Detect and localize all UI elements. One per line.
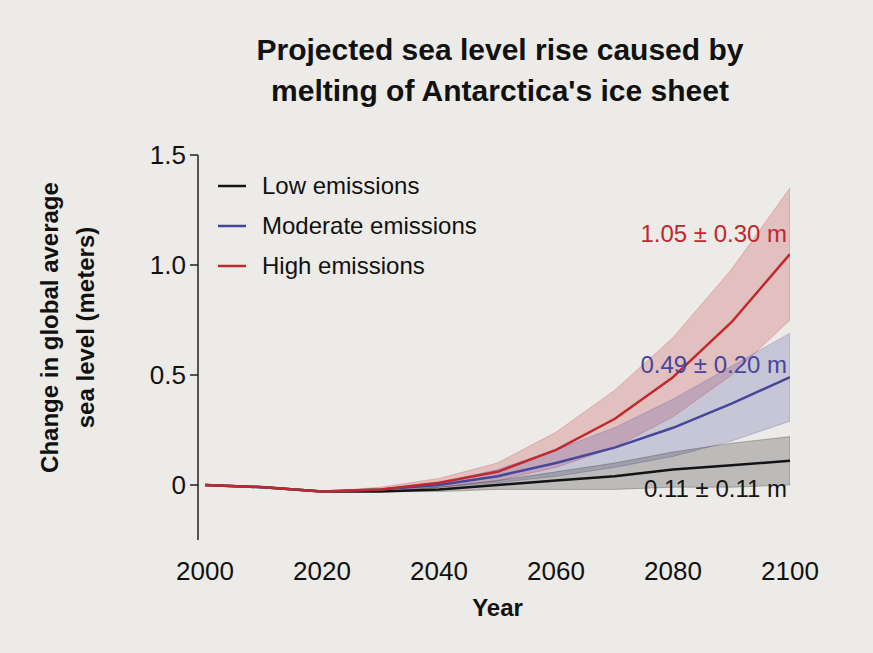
- y-tick-label: 0: [172, 470, 186, 500]
- legend-swatch: [218, 225, 246, 228]
- legend-label: High emissions: [262, 252, 425, 279]
- legend-swatch: [218, 185, 246, 188]
- plot-area: [205, 188, 790, 492]
- x-tick-label: 2040: [410, 556, 468, 586]
- x-axis-label: Year: [472, 594, 523, 621]
- legend-label: Low emissions: [262, 172, 419, 199]
- y-axis-line: [197, 155, 199, 540]
- x-tick-label: 2060: [527, 556, 585, 586]
- y-label-line: Change in global average: [36, 182, 63, 473]
- y-tick: [190, 374, 198, 376]
- uncertainty-band: [205, 333, 790, 491]
- x-tick-label: 2100: [761, 556, 819, 586]
- y-tick: [190, 264, 198, 266]
- series-annotation: 1.05 ± 0.30 m: [640, 220, 787, 247]
- uncertainty-band: [205, 188, 790, 492]
- series-line: [205, 254, 790, 492]
- y-tick-label: 1.0: [150, 250, 186, 280]
- chart: Projected sea level rise caused by meltin…: [0, 0, 873, 653]
- legend-label: Moderate emissions: [262, 212, 477, 239]
- x-tick-label: 2020: [293, 556, 351, 586]
- y-label-line: sea level (meters): [72, 227, 99, 428]
- series-annotation: 0.11 ± 0.11 m: [644, 475, 787, 502]
- y-tick: [190, 154, 198, 156]
- x-tick-label: 2000: [176, 556, 234, 586]
- y-tick: [190, 484, 198, 486]
- title-line: Projected sea level rise caused by: [257, 33, 744, 66]
- y-axis-label: Change in global average sea level (meter…: [36, 182, 99, 473]
- x-tick-label: 2080: [644, 556, 702, 586]
- title: Projected sea level rise caused by meltin…: [257, 33, 744, 107]
- series-annotation: 0.49 ± 0.20 m: [640, 351, 787, 378]
- y-tick-label: 0.5: [150, 360, 186, 390]
- legend-swatch: [218, 265, 246, 268]
- y-tick-label: 1.5: [150, 140, 186, 170]
- title-line: melting of Antarctica's ice sheet: [271, 74, 729, 107]
